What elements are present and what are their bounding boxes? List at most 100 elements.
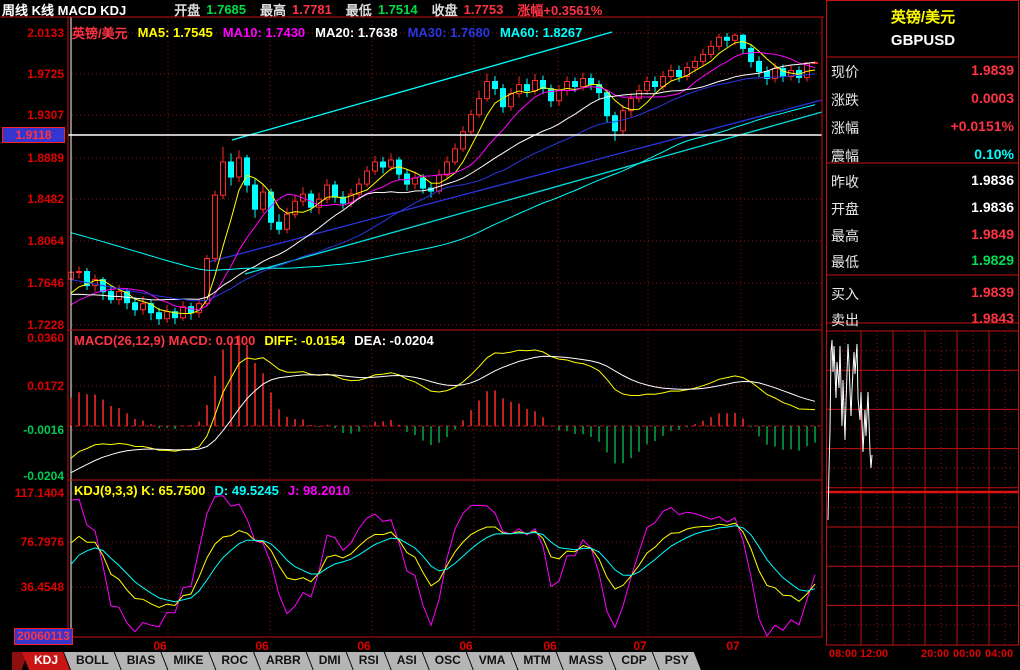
tab-mike[interactable]: MIKE <box>161 652 215 670</box>
quote-label: 最低 <box>831 254 859 270</box>
kdj-plot <box>70 495 816 637</box>
tab-boll[interactable]: BOLL <box>64 652 121 670</box>
quote-value: 1.9829 <box>971 252 1014 268</box>
j-value: J: 98.2010 <box>287 483 351 498</box>
tab-mass[interactable]: MASS <box>557 652 616 670</box>
top-status-bar: 周线 K线 MACD KDJ 开盘 1.7685 最高 1.7781 最低 1.… <box>2 1 616 18</box>
view-title: 周线 K线 MACD KDJ <box>2 2 127 18</box>
ma30-legend: MA30: 1.7680 <box>407 25 490 40</box>
quote-value: 1.9839 <box>971 284 1014 300</box>
tab-osc[interactable]: OSC <box>423 652 473 670</box>
price-axis-label: 1.7646 <box>27 276 64 290</box>
dea-value: DEA: -0.0204 <box>354 333 434 348</box>
tab-mtm[interactable]: MTM <box>511 652 562 670</box>
quote-value: 1.9839 <box>971 62 1014 78</box>
crosshair-date-box: 20060113 <box>14 628 73 645</box>
tick-chart <box>826 331 1019 646</box>
quote-value: 1.9836 <box>971 199 1014 215</box>
ma-lines <box>70 40 816 314</box>
macd-axis-label: 0.0172 <box>27 379 64 393</box>
time-axis-label: 07 <box>726 639 740 653</box>
tab-roc[interactable]: ROC <box>209 652 260 670</box>
price-axis-label: 1.8064 <box>27 234 64 248</box>
tick-time-label: 12:00 <box>860 648 889 660</box>
time-axis-label: 06 <box>543 639 557 653</box>
tab-psy[interactable]: PSY <box>653 652 701 670</box>
quote-label: 现价 <box>831 64 859 80</box>
price-axis-label: 1.9307 <box>27 108 64 122</box>
symbol-name: 英镑/美元 <box>72 26 128 41</box>
tick-time-label: 04:00 <box>985 648 1014 660</box>
macd-plot <box>70 335 816 474</box>
crosshair-price-box: 1.9118 <box>2 127 65 143</box>
tab-asi[interactable]: ASI <box>385 652 429 670</box>
quote-label: 卖出 <box>831 312 859 328</box>
open-value: 1.7685 <box>206 1 247 17</box>
tab-rsi[interactable]: RSI <box>347 652 391 670</box>
tab-vma[interactable]: VMA <box>467 652 518 670</box>
high-value: 1.7781 <box>292 1 332 17</box>
quote-label: 涨跌 <box>831 92 859 108</box>
trendlines <box>204 31 822 275</box>
tab-dmi[interactable]: DMI <box>307 652 353 670</box>
price-axis-label: 1.7228 <box>27 318 64 332</box>
time-axis-label: 07 <box>633 639 647 653</box>
time-axis-label: 06 <box>153 639 167 653</box>
quote-value: 1.9849 <box>971 226 1014 242</box>
tab-bias[interactable]: BIAS <box>115 652 168 670</box>
close-value: 1.7753 <box>463 1 504 17</box>
macd-axis-label: -0.0016 <box>23 423 64 437</box>
quote-row-ask: 卖出 1.9843 <box>831 310 1016 330</box>
ma20-legend: MA20: 1.7638 <box>315 25 398 40</box>
quote-row-prev-close: 昨收 1.9836 <box>831 172 1016 192</box>
time-axis-label: 06 <box>459 639 473 653</box>
tick-time-label: 20:00 <box>921 648 950 660</box>
k-value: KDJ(9,3,3) K: 65.7500 <box>74 483 206 498</box>
quote-label: 开盘 <box>831 201 859 217</box>
indicator-tab-bar: KDJ BOLL BIAS MIKE ROC ARBR DMI RSI ASI OSC VMA MTM… <box>0 652 826 670</box>
low-label: 最低 <box>345 2 372 18</box>
quote-row-amplitude: 震幅 0.10% <box>831 146 1016 166</box>
change-percent: 涨幅+0.3561% <box>517 2 603 18</box>
kdj-axis-label: 76.7976 <box>20 535 64 549</box>
price-axis-label: 1.8482 <box>27 192 64 206</box>
ma5-legend: MA5: 1.7545 <box>137 25 213 40</box>
quote-symbol-code: GBPUSD <box>890 32 956 49</box>
quote-row-low: 最低 1.9829 <box>831 252 1016 272</box>
quote-label: 买入 <box>831 286 859 302</box>
time-axis-label: 06 <box>255 639 269 653</box>
tab-arbr[interactable]: ARBR <box>254 652 313 670</box>
quote-row-change: 涨跌 0.0003 <box>831 90 1016 110</box>
tick-time-label: 08:00 <box>829 648 858 660</box>
quote-symbol-cn: 英镑/美元 <box>890 9 956 26</box>
quote-row-change-pct: 涨幅 +0.0151% <box>831 118 1016 138</box>
quote-row-high: 最高 1.9849 <box>831 226 1016 246</box>
open-label: 开盘 <box>174 2 201 18</box>
d-value: D: 49.5245 <box>214 483 279 498</box>
tab-cdp[interactable]: CDP <box>609 652 658 670</box>
diff-value: DIFF: -0.0154 <box>264 333 346 348</box>
macd-value: MACD(26,12,9) MACD: 0.0100 <box>74 333 256 348</box>
quote-value: +0.0151% <box>950 118 1014 134</box>
macd-axis-label: -0.0204 <box>23 469 64 483</box>
quote-label: 昨收 <box>831 174 859 190</box>
quote-label: 震幅 <box>831 148 859 164</box>
kdj-header: KDJ(9,3,3) K: 65.7500 D: 49.5245 J: 98.2… <box>74 483 359 498</box>
macd-axis-label: 0.0360 <box>27 331 64 345</box>
tab-kdj[interactable]: KDJ <box>22 652 70 670</box>
price-axis-label: 1.9725 <box>27 67 64 81</box>
quote-value: 0.10% <box>974 146 1014 162</box>
panel-borders <box>0 16 824 638</box>
candlesticks <box>68 33 818 325</box>
ma60-legend: MA60: 1.8267 <box>499 25 583 40</box>
quote-row-open: 开盘 1.9836 <box>831 199 1016 219</box>
kdj-axis-label: 36.4548 <box>20 580 64 594</box>
grid-lines <box>68 17 822 637</box>
ma10-legend: MA10: 1.7430 <box>222 25 306 40</box>
quote-label: 最高 <box>831 228 859 244</box>
low-value: 1.7514 <box>377 1 418 17</box>
quote-value: 1.9843 <box>971 310 1014 326</box>
time-axis-label: 06 <box>357 639 371 653</box>
